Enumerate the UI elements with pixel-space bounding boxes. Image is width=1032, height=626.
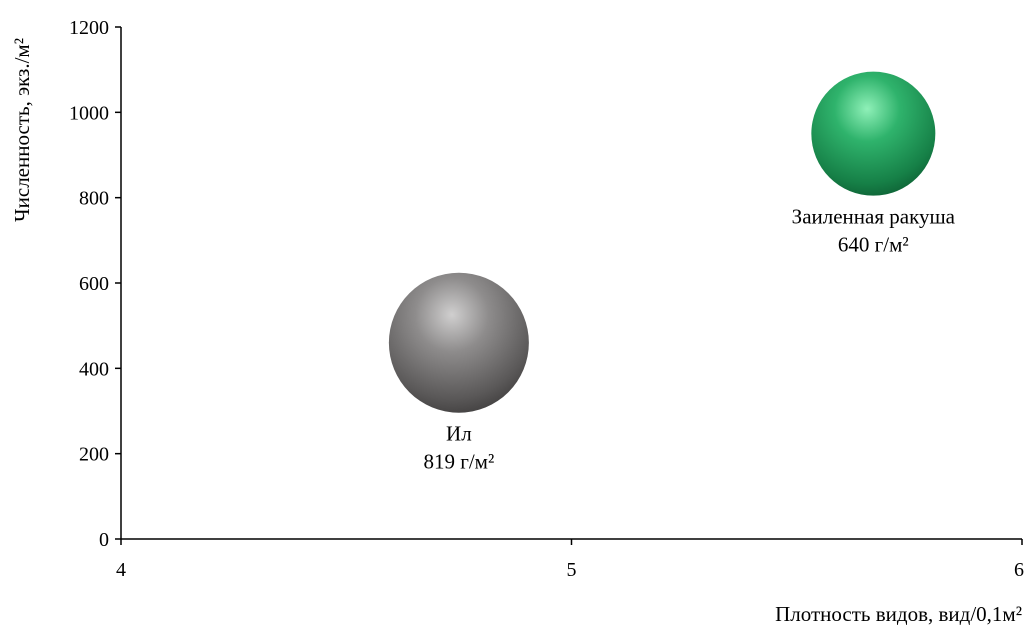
y-tick-label: 1200 xyxy=(69,17,109,39)
bubble-name-label: Ил xyxy=(446,422,472,446)
x-ticks: 4 5 6 xyxy=(116,539,1024,581)
y-tick-label: 0 xyxy=(99,529,109,551)
y-ticks: 0 200 400 600 800 1000 1200 xyxy=(69,17,121,551)
bubbles xyxy=(388,71,936,413)
y-axis-title: Численность, экз./м² xyxy=(10,38,34,222)
bubble-value-label: 640 г/м² xyxy=(838,233,909,257)
y-tick-label: 1000 xyxy=(69,102,109,124)
bubble-il xyxy=(388,272,529,413)
bubble-name-label: Заиленная ракуша xyxy=(792,205,956,229)
x-tick-label: 5 xyxy=(567,559,577,581)
x-tick-label: 6 xyxy=(1014,559,1024,581)
bubble-zailennaya-rakusha xyxy=(811,71,936,196)
bubble-value-label: 819 г/м² xyxy=(423,450,494,474)
y-tick-label: 600 xyxy=(79,273,109,295)
x-tick-label: 4 xyxy=(116,559,126,581)
bubble-labels: Ил 819 г/м² Заиленная ракуша 640 г/м² xyxy=(423,205,955,474)
y-tick-label: 400 xyxy=(79,358,109,380)
x-axis-title: Плотность видов, вид/0,1м² xyxy=(775,602,1022,626)
y-tick-label: 800 xyxy=(79,188,109,210)
y-tick-label: 200 xyxy=(79,444,109,466)
